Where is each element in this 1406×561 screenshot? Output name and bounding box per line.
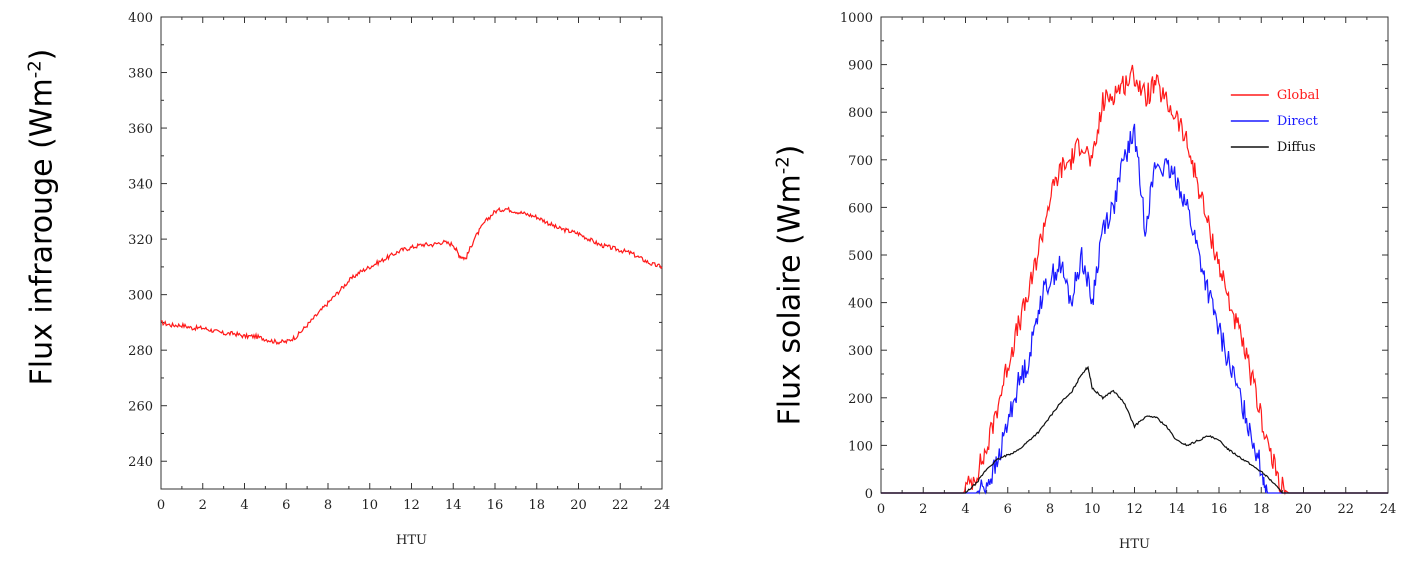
ir-plot-frame (160, 16, 663, 490)
solar-xtick-label: 6 (1004, 502, 1012, 517)
ir-xtick-label: 20 (570, 498, 587, 513)
solar-xtick-label: 16 (1211, 502, 1228, 517)
solar-ytick-label: 100 (848, 439, 873, 454)
solar-xtick-label: 20 (1295, 502, 1312, 517)
solar-series-line-diffus (881, 365, 1388, 494)
solar-xtick-label: 24 (1380, 502, 1397, 517)
ir-xtick-label: 0 (157, 498, 165, 513)
solar-series-line-direct (881, 123, 1388, 495)
solar-ytick-label: 600 (848, 201, 873, 216)
legend-label-direct: Direct (1277, 114, 1319, 129)
solar-ytick-label: 700 (848, 154, 873, 169)
ir-xtick-label: 12 (403, 498, 420, 513)
ir-xtick-label: 2 (199, 498, 207, 513)
ir-xtick-label: 8 (324, 498, 332, 513)
ir-xtick-label: 4 (240, 498, 248, 513)
solar-ytick-label: 800 (848, 106, 873, 121)
ir-ytick-label: 400 (128, 11, 153, 26)
solar-xtick-label: 14 (1168, 502, 1185, 517)
solar-xtick-label: 2 (919, 502, 927, 517)
solar-ytick-label: 1000 (840, 11, 873, 26)
ir-xtick-label: 24 (654, 498, 671, 513)
solar-xtick-label: 0 (877, 502, 885, 517)
solar-xtick-label: 10 (1084, 502, 1101, 517)
ir-series-line-0 (160, 206, 663, 346)
solar-xtick-label: 18 (1253, 502, 1270, 517)
ir-ytick-label: 240 (128, 455, 153, 470)
ir-ytick-label: 300 (128, 289, 153, 304)
solar-ytick-label: 200 (848, 392, 873, 407)
ir-ytick-label: 360 (128, 122, 153, 137)
legend-label-diffus: Diffus (1277, 140, 1316, 155)
ir-xtick-label: 10 (361, 498, 378, 513)
solar-xtick-label: 4 (961, 502, 969, 517)
ir-xtick-label: 22 (612, 498, 629, 513)
ir-xaxis-title: HTU (396, 533, 427, 548)
solar-ytick-label: 0 (865, 487, 873, 502)
ir-ytick-label: 320 (128, 233, 153, 248)
solar-ytick-label: 300 (848, 344, 873, 359)
ir-ytick-label: 340 (128, 178, 153, 193)
infrared-flux-chart: 0 2 4 6 8 10 12 14 16 18 20 22 242402602803003203403… (128, 11, 670, 548)
ir-xtick-label: 6 (282, 498, 290, 513)
ir-ytick-label: 260 (128, 400, 153, 415)
solar-xaxis-title: HTU (1119, 537, 1150, 552)
solar-ytick-label: 400 (848, 297, 873, 312)
ir-ytick-label: 280 (128, 344, 153, 359)
solar-xtick-label: 12 (1126, 502, 1143, 517)
solar-xtick-label: 22 (1337, 502, 1354, 517)
ir-xtick-label: 18 (528, 498, 545, 513)
ir-ytick-label: 380 (128, 67, 153, 82)
solar-ytick-label: 900 (848, 59, 873, 74)
solar-xtick-label: 8 (1046, 502, 1054, 517)
solar-series-line-global (881, 64, 1388, 496)
legend-label-global: Global (1277, 88, 1320, 103)
solar-ytick-label: 500 (848, 249, 873, 264)
ir-xtick-label: 16 (487, 498, 504, 513)
ir-xtick-label: 14 (445, 498, 462, 513)
solar-flux-chart: 0 2 4 6 8 10 12 14 16 18 20 22 240100200300400500600… (840, 11, 1396, 552)
